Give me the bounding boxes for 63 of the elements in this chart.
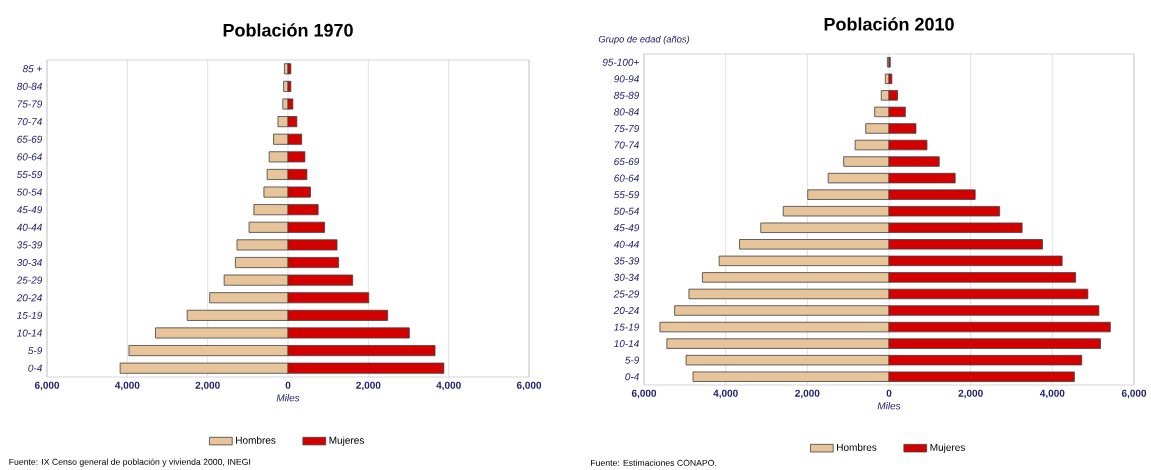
y-tick-label: 55-59 bbox=[16, 170, 43, 179]
chart-title: Población 2010 bbox=[824, 17, 954, 31]
x-tick-label: 6,000 bbox=[34, 381, 60, 391]
legend-label: Mujeres bbox=[930, 443, 965, 453]
y-tick-label: 45-49 bbox=[16, 206, 43, 214]
y-tick-label: 45-49 bbox=[613, 224, 640, 232]
y-tick-label: 85 + bbox=[22, 65, 42, 73]
y-tick-label: 5-9 bbox=[625, 356, 640, 364]
legend-label: Hombres bbox=[236, 436, 276, 444]
legend-label: Mujeres bbox=[329, 436, 364, 446]
y-tick-label: 10-14 bbox=[613, 340, 639, 348]
x-tick-label: 2,000 bbox=[195, 381, 220, 391]
y-tick-label: 0-4 bbox=[28, 364, 42, 372]
source-note: Fuente: IX Censo general de población y vivienda 2000, INEGI bbox=[9, 458, 251, 467]
y-tick-label: 35-39 bbox=[16, 241, 43, 249]
x-tick-label: 6,000 bbox=[516, 381, 542, 391]
x-tick-label: 4,000 bbox=[713, 389, 738, 399]
y-tick-label: 15-19 bbox=[16, 311, 43, 319]
y-tick-label: 55-59 bbox=[613, 191, 640, 199]
y-tick-label: 10-14 bbox=[16, 329, 42, 337]
y-tick-label: 80-84 bbox=[613, 108, 639, 116]
y-tick-label: 25-29 bbox=[613, 290, 640, 298]
x-tick-label: 4,000 bbox=[1039, 389, 1065, 399]
y-tick-label: 50-54 bbox=[613, 207, 639, 215]
y-tick-label: 50-54 bbox=[16, 188, 42, 196]
y-tick-label: 20-24 bbox=[16, 294, 42, 302]
x-tick-label: 4,000 bbox=[114, 381, 140, 391]
y-tick-label: 20-24 bbox=[613, 306, 639, 315]
y-tick-label: 15-19 bbox=[613, 323, 640, 331]
y-tick-label: 75-79 bbox=[17, 100, 43, 108]
chart-title: Población 1970 bbox=[223, 23, 353, 37]
x-tick-label: 2,000 bbox=[795, 389, 820, 399]
legend-label: Hombres bbox=[837, 443, 877, 451]
x-axis-title: Miles bbox=[877, 402, 901, 410]
y-tick-label: 75-79 bbox=[614, 124, 640, 133]
x-tick-label: 4,000 bbox=[436, 381, 461, 391]
x-tick-label: 2,000 bbox=[356, 381, 381, 391]
x-tick-label: 6,000 bbox=[631, 389, 657, 399]
y-tick-label: 65-69 bbox=[614, 158, 640, 166]
y-axis-title: Grupo de edad (años) bbox=[598, 35, 690, 45]
y-tick-label: 95-100+ bbox=[602, 58, 639, 66]
y-tick-label: 35-39 bbox=[613, 257, 640, 265]
source-note: Fuente: Estimaciones CONAPO. bbox=[591, 459, 717, 466]
y-tick-label: 90-94 bbox=[614, 75, 639, 83]
y-tick-label: 80-84 bbox=[17, 82, 42, 90]
y-tick-label: 40-44 bbox=[16, 223, 42, 231]
y-tick-label: 85-89 bbox=[613, 91, 640, 99]
y-tick-label: 25-29 bbox=[16, 276, 43, 284]
y-tick-label: 5-9 bbox=[28, 347, 43, 355]
y-tick-label: 60-64 bbox=[614, 174, 639, 182]
y-tick-label: 70-74 bbox=[17, 118, 42, 126]
x-tick-label: 0 bbox=[285, 381, 291, 389]
y-tick-label: 40-44 bbox=[613, 240, 639, 248]
x-tick-label: 2,000 bbox=[958, 389, 983, 399]
x-axis-title: Miles bbox=[276, 394, 300, 402]
y-tick-label: 30-34 bbox=[16, 258, 42, 267]
y-tick-label: 30-34 bbox=[613, 273, 639, 281]
y-tick-label: 60-64 bbox=[17, 153, 42, 161]
y-tick-label: 65-69 bbox=[17, 135, 43, 143]
y-tick-label: 70-74 bbox=[614, 141, 639, 149]
x-tick-label: 6,000 bbox=[1121, 389, 1147, 399]
x-tick-label: 0 bbox=[886, 389, 892, 397]
y-tick-label: 0-4 bbox=[625, 373, 639, 381]
